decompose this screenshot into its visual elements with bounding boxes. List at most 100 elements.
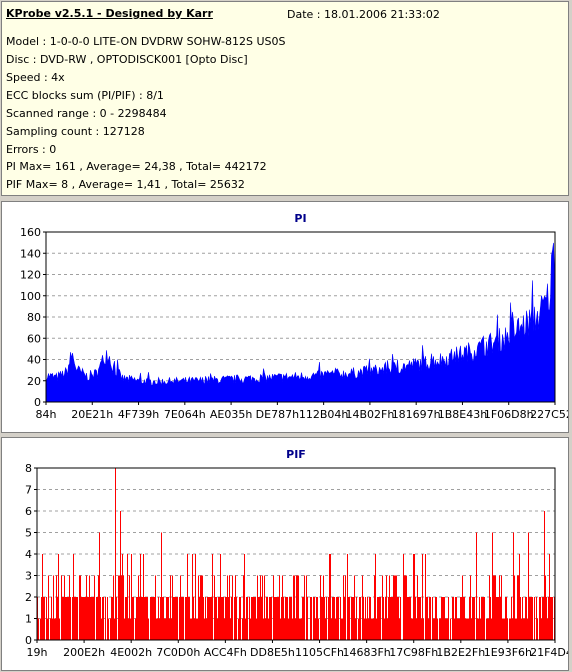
pif-bar [315,618,316,640]
pif-bar [141,597,142,640]
pif-bar [168,597,169,640]
pif-bar [69,575,70,640]
pif-chart: PIF 0 1 2 3 4 5 6 7 8 19h 200E2h 4E002h 7C0D0h ACC4Fh D… [25,448,568,659]
pif-bar [483,597,484,640]
pif-bar [329,554,330,640]
pif-bar [293,575,294,640]
pif-bar [433,618,434,640]
pif-bar [301,618,302,640]
pif-bar [452,597,453,640]
pif-bar [216,597,217,640]
pif-bar [405,575,406,640]
pif-bar [494,575,495,640]
pif-bar [425,554,426,640]
pif-bar [70,597,71,640]
x-tick-label: 14683Fh [342,646,390,659]
pif-bar [135,618,136,640]
pif-bar [441,597,442,640]
pif-bar [395,575,396,640]
pif-bar [310,597,311,640]
pif-bar [316,597,317,640]
pif-bar [147,597,148,640]
pif-bar [537,618,538,640]
pif-bar [193,597,194,640]
pif-bar [113,575,114,640]
pif-bar [157,618,158,640]
pif-bar [336,597,337,640]
pif-bar [413,554,414,640]
pif-bar [348,597,349,640]
pif-bar [423,618,424,640]
pif-bar [326,597,327,640]
pif-bar [262,575,263,640]
pif-bar [412,618,413,640]
pif-bar [420,597,421,640]
pif-bar [246,597,247,640]
pif-bar [46,597,47,640]
pif-bar [165,618,166,640]
pif-bar [332,597,333,640]
pif-bar [101,618,102,640]
pif-bar [364,618,365,640]
pif-bar [465,618,466,640]
pif-bar [163,597,164,640]
pif-bar [198,575,199,640]
x-tick-label: 14B02Fh [345,408,394,421]
pif-bar [128,618,129,640]
y-tick-label: 3 [25,570,32,583]
pif-bar [528,532,529,640]
pif-bar [523,618,524,640]
pif-bar [76,597,77,640]
pif-bar [79,575,80,640]
pif-bar [148,618,149,640]
pif-bar [264,575,265,640]
pif-bar [286,597,287,640]
pif-bar [297,575,298,640]
pif-bar [519,554,520,640]
pif-bar [409,597,410,640]
pif-bar [525,597,526,640]
pif-bar [426,597,427,640]
pif-bar [158,597,159,640]
pif-bar [99,532,100,640]
y-tick-label: 120 [20,269,41,282]
pif-bar [481,597,482,640]
pif-bar [214,575,215,640]
y-tick-label: 40 [27,354,41,367]
pif-bar [136,597,137,640]
pif-bar [484,597,485,640]
pif-bar [189,597,190,640]
pif-bar [499,575,500,640]
x-tick-label: 19h [27,646,48,659]
pif-bar [175,597,176,640]
pif-bar [382,575,383,640]
pif-bar [143,554,144,640]
pif-bar [74,597,75,640]
pif-bar [156,618,157,640]
info-disc: Disc : DVD-RW , OPTODISCK001 [Opto Disc] [6,53,248,66]
pif-bar [466,618,467,640]
pif-bar [250,618,251,640]
pif-bar [169,618,170,640]
pif-bar [550,597,551,640]
pif-bar [487,618,488,640]
pif-bar [419,597,420,640]
info-speed: Speed : 4x [6,71,65,84]
pif-bar [489,575,490,640]
pif-bar [356,597,357,640]
pif-bar [72,597,73,640]
pif-bar [226,597,227,640]
pif-bar [407,597,408,640]
pif-bar [495,575,496,640]
pif-bar [225,597,226,640]
pif-bar [195,554,196,640]
pif-bar [108,618,109,640]
pif-bar [355,618,356,640]
pif-bar [287,597,288,640]
pif-bar [257,575,258,640]
pif-bar [340,597,341,640]
pif-bar [455,597,456,640]
pif-bar [118,575,119,640]
pif-bar [116,597,117,640]
pif-bar [173,597,174,640]
